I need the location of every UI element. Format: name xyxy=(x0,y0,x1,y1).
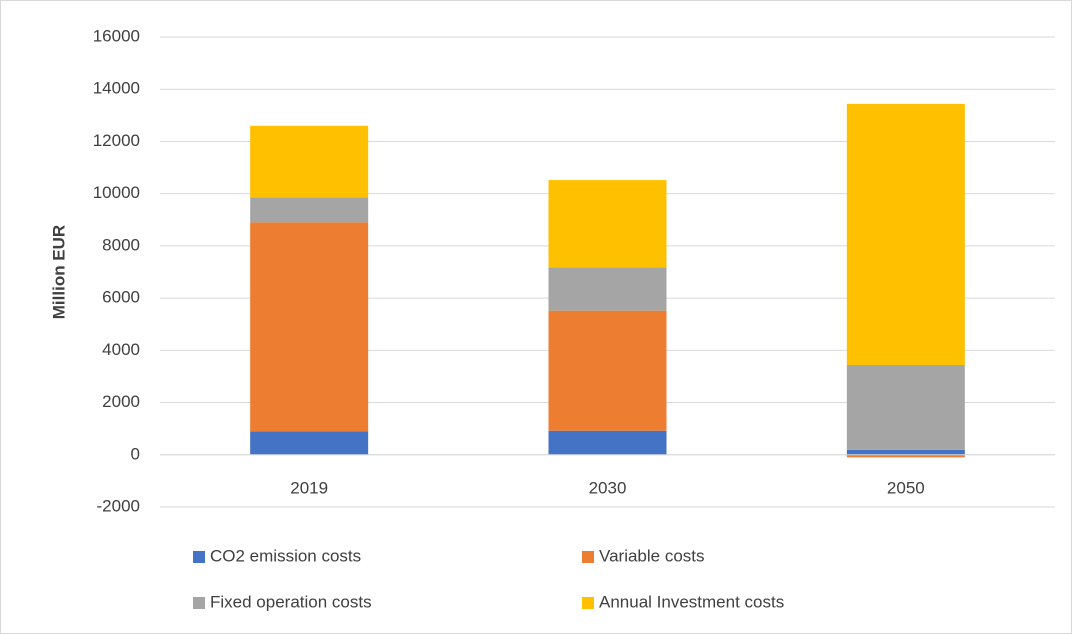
bar-segment xyxy=(846,103,965,365)
bar-segment xyxy=(250,197,369,223)
y-tick-label: -2000 xyxy=(97,496,140,515)
x-tick-label: 2030 xyxy=(589,478,627,497)
bar-segment xyxy=(846,364,965,450)
bar-segment xyxy=(846,449,965,455)
bar-segment xyxy=(250,431,369,455)
bar-segment xyxy=(846,454,965,458)
y-tick-label: 0 xyxy=(131,444,140,463)
bar-segment xyxy=(548,310,667,431)
x-tick-label: 2050 xyxy=(887,478,925,497)
legend-label: CO2 emission costs xyxy=(210,546,361,565)
y-tick-label: 2000 xyxy=(102,392,140,411)
y-tick-label: 14000 xyxy=(93,79,140,98)
legend-swatch xyxy=(582,597,594,609)
bar-segment xyxy=(250,222,369,432)
y-tick-label: 12000 xyxy=(93,131,140,150)
y-tick-label: 4000 xyxy=(102,340,140,359)
y-axis-title: Million EUR xyxy=(49,225,68,319)
bar-segment xyxy=(250,125,369,198)
y-tick-label: 10000 xyxy=(93,183,140,202)
legend-swatch xyxy=(193,597,205,609)
bar-segment xyxy=(548,180,667,268)
y-tick-label: 16000 xyxy=(93,26,140,45)
bar-segment xyxy=(548,267,667,311)
y-tick-label: 6000 xyxy=(102,288,140,307)
legend-swatch xyxy=(193,551,205,563)
legend-label: Annual Investment costs xyxy=(599,592,784,611)
bar-segment xyxy=(548,430,667,455)
x-tick-label: 2019 xyxy=(290,478,328,497)
y-tick-label: 8000 xyxy=(102,235,140,254)
legend-label: Fixed operation costs xyxy=(210,592,372,611)
legend-label: Variable costs xyxy=(599,546,705,565)
legend-swatch xyxy=(582,551,594,563)
